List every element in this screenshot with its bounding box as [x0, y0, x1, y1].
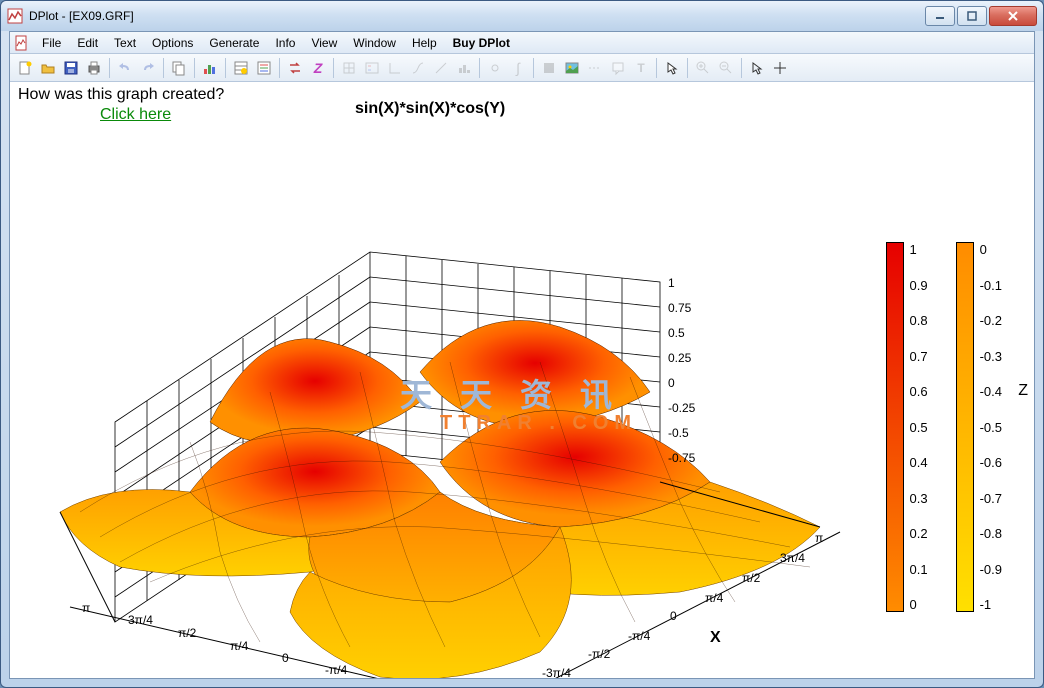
svg-text:0.5: 0.5 [668, 326, 685, 340]
svg-text:0: 0 [668, 376, 675, 390]
info-link[interactable]: Click here [100, 106, 171, 124]
copy-icon[interactable] [168, 57, 190, 79]
note-icon[interactable] [607, 57, 629, 79]
colorbar-positive: 1 0.9 0.8 0.7 0.6 0.5 0.4 0.3 0.2 0.1 0 [886, 242, 928, 612]
svg-text:3π/4: 3π/4 [780, 551, 805, 565]
svg-text:-0.25: -0.25 [668, 401, 696, 415]
legend-icon[interactable] [361, 57, 383, 79]
axes-icon[interactable] [384, 57, 406, 79]
colorbar-labels-2: 0 -0.1 -0.2 -0.3 -0.4 -0.5 -0.6 -0.7 -0.… [980, 242, 1002, 612]
colorbar-negative: 0 -0.1 -0.2 -0.3 -0.4 -0.5 -0.6 -0.7 -0.… [956, 242, 1002, 612]
z-axis-label: Z [1018, 382, 1028, 400]
print-icon[interactable] [83, 57, 105, 79]
pointer-icon[interactable] [661, 57, 683, 79]
loglog-icon[interactable] [430, 57, 452, 79]
svg-text:-0.5: -0.5 [668, 426, 689, 440]
svg-text:0.75: 0.75 [668, 301, 692, 315]
application-window: DPlot - [EX09.GRF] File Edit Text Option… [0, 0, 1044, 688]
menu-options[interactable]: Options [144, 34, 201, 52]
zoom-in-icon[interactable] [692, 57, 714, 79]
chart-type-icon[interactable] [199, 57, 221, 79]
fill-icon[interactable] [538, 57, 560, 79]
edit-list-icon[interactable] [253, 57, 275, 79]
undo-icon[interactable] [114, 57, 136, 79]
log-icon[interactable] [407, 57, 429, 79]
svg-text:0.25: 0.25 [668, 351, 692, 365]
plot-area: How was this graph created? Click here s… [10, 82, 1034, 678]
svg-text:π/4: π/4 [230, 639, 249, 653]
minimize-button[interactable] [925, 6, 955, 26]
menu-generate[interactable]: Generate [201, 34, 267, 52]
menu-window[interactable]: Window [345, 34, 404, 52]
toolbar: Z ∫ T [10, 54, 1034, 82]
app-icon [7, 8, 23, 24]
watermark-en: TTRAR . COM [440, 412, 637, 435]
edit-data-icon[interactable] [230, 57, 252, 79]
new-icon[interactable] [14, 57, 36, 79]
integral-icon[interactable]: ∫ [507, 57, 529, 79]
text-icon[interactable]: T [630, 57, 652, 79]
svg-text:π/4: π/4 [705, 591, 724, 605]
watermark-cn: 天天资讯 [400, 370, 640, 416]
svg-text:Y: Y [250, 677, 261, 678]
svg-text:0: 0 [282, 651, 289, 665]
menubar: File Edit Text Options Generate Info Vie… [10, 32, 1034, 54]
cursor-icon[interactable] [746, 57, 768, 79]
window-controls [925, 6, 1037, 26]
colorbar-gradient-2 [956, 242, 974, 612]
document-icon [14, 35, 30, 51]
bars-icon[interactable] [453, 57, 475, 79]
svg-text:-π/4: -π/4 [325, 663, 348, 677]
svg-text:π: π [82, 601, 90, 615]
svg-text:1: 1 [668, 276, 675, 290]
symbol-icon[interactable] [484, 57, 506, 79]
svg-text:X: X [710, 629, 721, 646]
menu-buy[interactable]: Buy DPlot [445, 34, 518, 52]
svg-text:π: π [815, 531, 823, 545]
menu-help[interactable]: Help [404, 34, 445, 52]
function-icon[interactable]: Z [307, 57, 329, 79]
menu-file[interactable]: File [34, 34, 69, 52]
maximize-button[interactable] [957, 6, 987, 26]
window-title: DPlot - [EX09.GRF] [29, 9, 134, 23]
svg-text:-π/2: -π/2 [588, 647, 611, 661]
redo-icon[interactable] [137, 57, 159, 79]
crosshair-icon[interactable] [769, 57, 791, 79]
menu-info[interactable]: Info [267, 34, 303, 52]
chart-title: sin(X)*sin(X)*cos(Y) [355, 100, 505, 118]
swap-icon[interactable] [284, 57, 306, 79]
svg-text:0: 0 [670, 609, 677, 623]
svg-text:-π/2: -π/2 [375, 676, 398, 678]
open-icon[interactable] [37, 57, 59, 79]
grid-icon[interactable] [338, 57, 360, 79]
svg-text:3π/4: 3π/4 [128, 613, 153, 627]
svg-text:-0.75: -0.75 [668, 451, 696, 465]
svg-text:π/2: π/2 [742, 571, 761, 585]
colorbar-labels-1: 1 0.9 0.8 0.7 0.6 0.5 0.4 0.3 0.2 0.1 0 [910, 242, 928, 612]
ref-icon[interactable] [584, 57, 606, 79]
svg-text:-3π/4: -3π/4 [542, 666, 571, 678]
svg-text:π/2: π/2 [178, 626, 197, 640]
titlebar[interactable]: DPlot - [EX09.GRF] [1, 1, 1043, 31]
colorbar-gradient-1 [886, 242, 904, 612]
menu-edit[interactable]: Edit [69, 34, 106, 52]
colorbar-group: 1 0.9 0.8 0.7 0.6 0.5 0.4 0.3 0.2 0.1 0 [886, 242, 1002, 612]
document-window: File Edit Text Options Generate Info Vie… [9, 31, 1035, 679]
zoom-out-icon[interactable] [715, 57, 737, 79]
image-icon[interactable] [561, 57, 583, 79]
menu-view[interactable]: View [303, 34, 345, 52]
save-icon[interactable] [60, 57, 82, 79]
info-question: How was this graph created? [18, 86, 224, 104]
close-button[interactable] [989, 6, 1037, 26]
menu-text[interactable]: Text [106, 34, 144, 52]
svg-text:-π/4: -π/4 [628, 629, 651, 643]
